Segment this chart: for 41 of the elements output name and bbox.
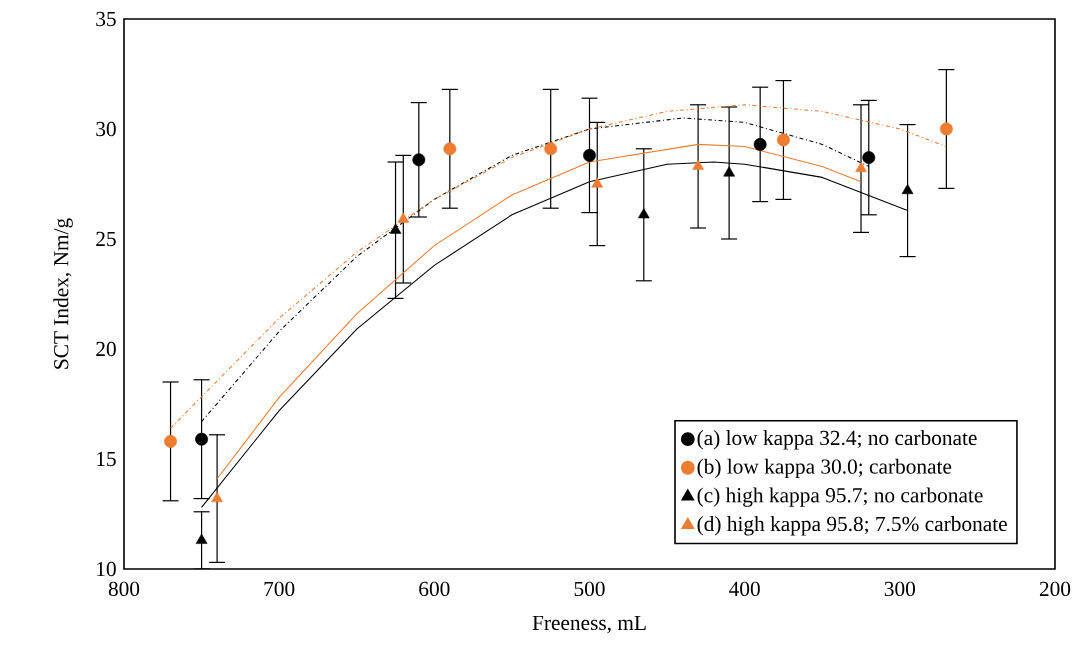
line-series — [216, 143, 862, 480]
point — [777, 133, 790, 147]
point — [591, 177, 604, 188]
point — [939, 122, 953, 136]
point — [211, 491, 223, 503]
x-tick-label: 400 — [729, 581, 760, 597]
point — [723, 166, 735, 177]
y-tick-label: 35 — [96, 11, 116, 27]
x-tick-label: 200 — [1039, 581, 1071, 597]
legend-label: (b) low kappa 30.0; carbonate — [697, 458, 952, 479]
y-tick-label: 15 — [97, 451, 116, 467]
point — [412, 153, 426, 167]
point — [195, 432, 208, 446]
y-axis-title: SCT Index, Nm/g — [53, 218, 73, 369]
point — [397, 212, 410, 223]
point — [692, 159, 704, 170]
y-tick-label: 25 — [96, 231, 116, 247]
point — [443, 142, 457, 156]
point — [195, 533, 208, 544]
point — [855, 161, 867, 173]
legend-label: (d) high kappa 95.8; 7.5% carbonate — [697, 516, 1007, 536]
line-series — [170, 104, 947, 429]
point — [901, 183, 914, 195]
y-tick-label: 20 — [96, 341, 116, 357]
x-tick-label: 700 — [264, 581, 295, 597]
x-tick-label: 600 — [419, 581, 450, 597]
x-tick-label: 300 — [884, 581, 915, 597]
point — [164, 434, 177, 448]
x-axis-title: Freeness, mL — [532, 615, 646, 634]
x-tick-label: 800 — [108, 581, 140, 597]
point — [544, 142, 558, 156]
point — [583, 148, 596, 162]
y-tick-label: 30 — [96, 121, 116, 137]
legend-label: (c) high kappa 95.7; no carbonate — [697, 487, 983, 507]
point — [637, 208, 650, 219]
legend-label: (a) low kappa 32.4; no carbonate — [697, 430, 977, 450]
point — [389, 223, 402, 234]
y-tick-label: 10 — [97, 561, 116, 577]
point — [753, 137, 767, 151]
point — [862, 151, 876, 164]
x-tick-label: 500 — [574, 581, 605, 597]
